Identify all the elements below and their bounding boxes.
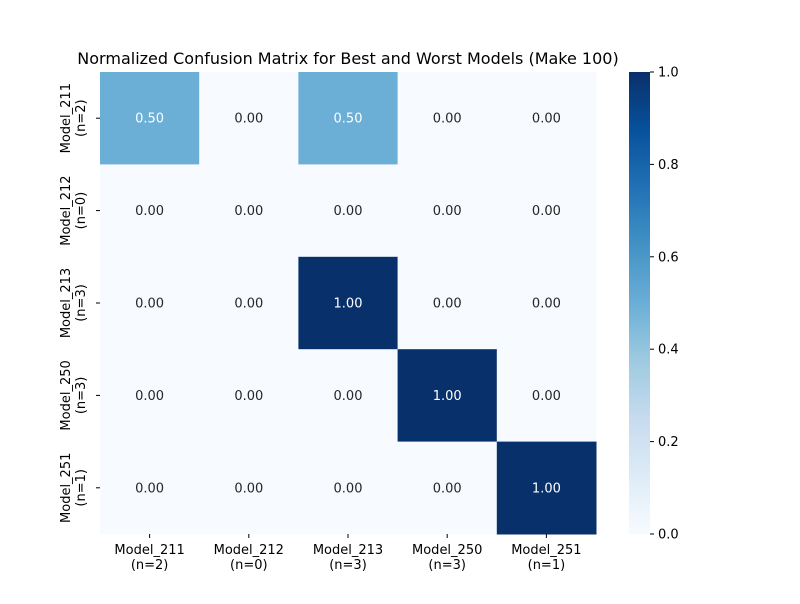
colorbar-tick-label: 1.0 xyxy=(658,66,679,81)
x-tick-label: Model_212 (n=0) xyxy=(214,543,284,573)
cell-value-label: 0.50 xyxy=(135,112,164,127)
chart-title: Normalized Confusion Matrix for Best and… xyxy=(77,49,618,68)
colorbar-tick-label: 0.0 xyxy=(658,528,679,543)
cell-value-label: 1.00 xyxy=(532,481,561,496)
heatmap-cell xyxy=(100,441,200,535)
heatmap-cell xyxy=(100,72,200,165)
cell-value-label: 0.00 xyxy=(234,204,263,219)
heatmap-cell xyxy=(298,256,399,350)
cell-value-label: 0.00 xyxy=(234,481,263,496)
cell-value-label: 0.00 xyxy=(532,204,561,219)
cell-value-label: 0.00 xyxy=(234,112,263,127)
heatmap-cell xyxy=(397,256,498,350)
cell-value-label: 0.00 xyxy=(135,481,164,496)
x-tick-label: Model_213 (n=3) xyxy=(313,543,383,573)
heatmap-cell xyxy=(100,349,200,443)
cell-value-label: 1.00 xyxy=(433,389,462,404)
heatmap-cell xyxy=(496,256,597,350)
cell-value-label: 0.00 xyxy=(433,112,462,127)
cell-value-label: 0.00 xyxy=(234,389,263,404)
y-tick-label: Model_251(n=1) xyxy=(59,453,89,523)
y-tick-labels: Model_211(n=2) Model_212(n=0) Model_213(n=… xyxy=(59,83,100,523)
heatmap-cell xyxy=(100,164,200,258)
heatmap-cell xyxy=(397,72,498,165)
x-tick-label: Model_250 (n=3) xyxy=(412,543,482,573)
heatmap-cell xyxy=(496,164,597,258)
cell-value-label: 0.00 xyxy=(532,112,561,127)
heatmap-cell xyxy=(199,164,299,258)
cell-value-label: 0.00 xyxy=(532,389,561,404)
heatmap-cell xyxy=(496,349,597,443)
colorbar-tick-label: 0.4 xyxy=(658,343,679,358)
heatmap-cell xyxy=(397,164,498,258)
heatmap-cells: 0.50 0.00 0.50 0.00 0.00 0.00 0.00 0.00 0.00 0.00… xyxy=(100,72,597,535)
heatmap-cell xyxy=(298,72,399,165)
x-tick-label: Model_211 (n=2) xyxy=(114,543,184,573)
cell-value-label: 0.00 xyxy=(234,297,263,312)
heatmap-cell xyxy=(199,72,299,165)
heatmap-cell xyxy=(199,256,299,350)
cell-value-label: 0.00 xyxy=(135,204,164,219)
colorbar-tick-label: 0.8 xyxy=(658,158,679,173)
heatmap-cell xyxy=(199,349,299,443)
cell-value-label: 0.00 xyxy=(135,389,164,404)
heatmap-cell xyxy=(100,256,200,350)
heatmap-cell xyxy=(397,349,498,443)
heatmap-cell xyxy=(496,72,597,165)
colorbar-tick-label: 0.6 xyxy=(658,250,679,265)
cell-value-label: 0.00 xyxy=(334,481,363,496)
y-tick-label: Model_212(n=0) xyxy=(59,175,89,245)
cell-value-label: 0.00 xyxy=(135,297,164,312)
heatmap-cell xyxy=(397,441,498,535)
x-tick-labels: Model_211 (n=2) Model_212 (n=0) Model_213 (n=… xyxy=(114,534,582,573)
cell-value-label: 0.00 xyxy=(532,297,561,312)
cell-value-label: 0.00 xyxy=(433,481,462,496)
y-tick-label: Model_250(n=3) xyxy=(59,360,89,430)
y-tick-label: Model_213(n=3) xyxy=(59,268,89,338)
colorbar-gradient xyxy=(629,72,650,534)
heatmap-cell xyxy=(298,164,399,258)
cell-value-label: 1.00 xyxy=(334,297,363,312)
cell-value-label: 0.00 xyxy=(433,204,462,219)
heatmap-cell xyxy=(199,441,299,535)
heatmap-cell xyxy=(496,441,597,535)
cell-value-label: 0.00 xyxy=(334,389,363,404)
heatmap-cell xyxy=(298,441,399,535)
cell-value-label: 0.00 xyxy=(433,297,462,312)
cell-value-label: 0.50 xyxy=(334,112,363,127)
colorbar-tick-label: 0.2 xyxy=(658,435,679,450)
heatmap-cell xyxy=(298,349,399,443)
x-tick-label: Model_251 (n=1) xyxy=(511,543,581,573)
y-tick-label: Model_211(n=2) xyxy=(59,83,89,153)
cell-value-label: 0.00 xyxy=(334,204,363,219)
colorbar: 0.0 0.2 0.4 0.6 0.8 1.0 xyxy=(629,66,679,543)
